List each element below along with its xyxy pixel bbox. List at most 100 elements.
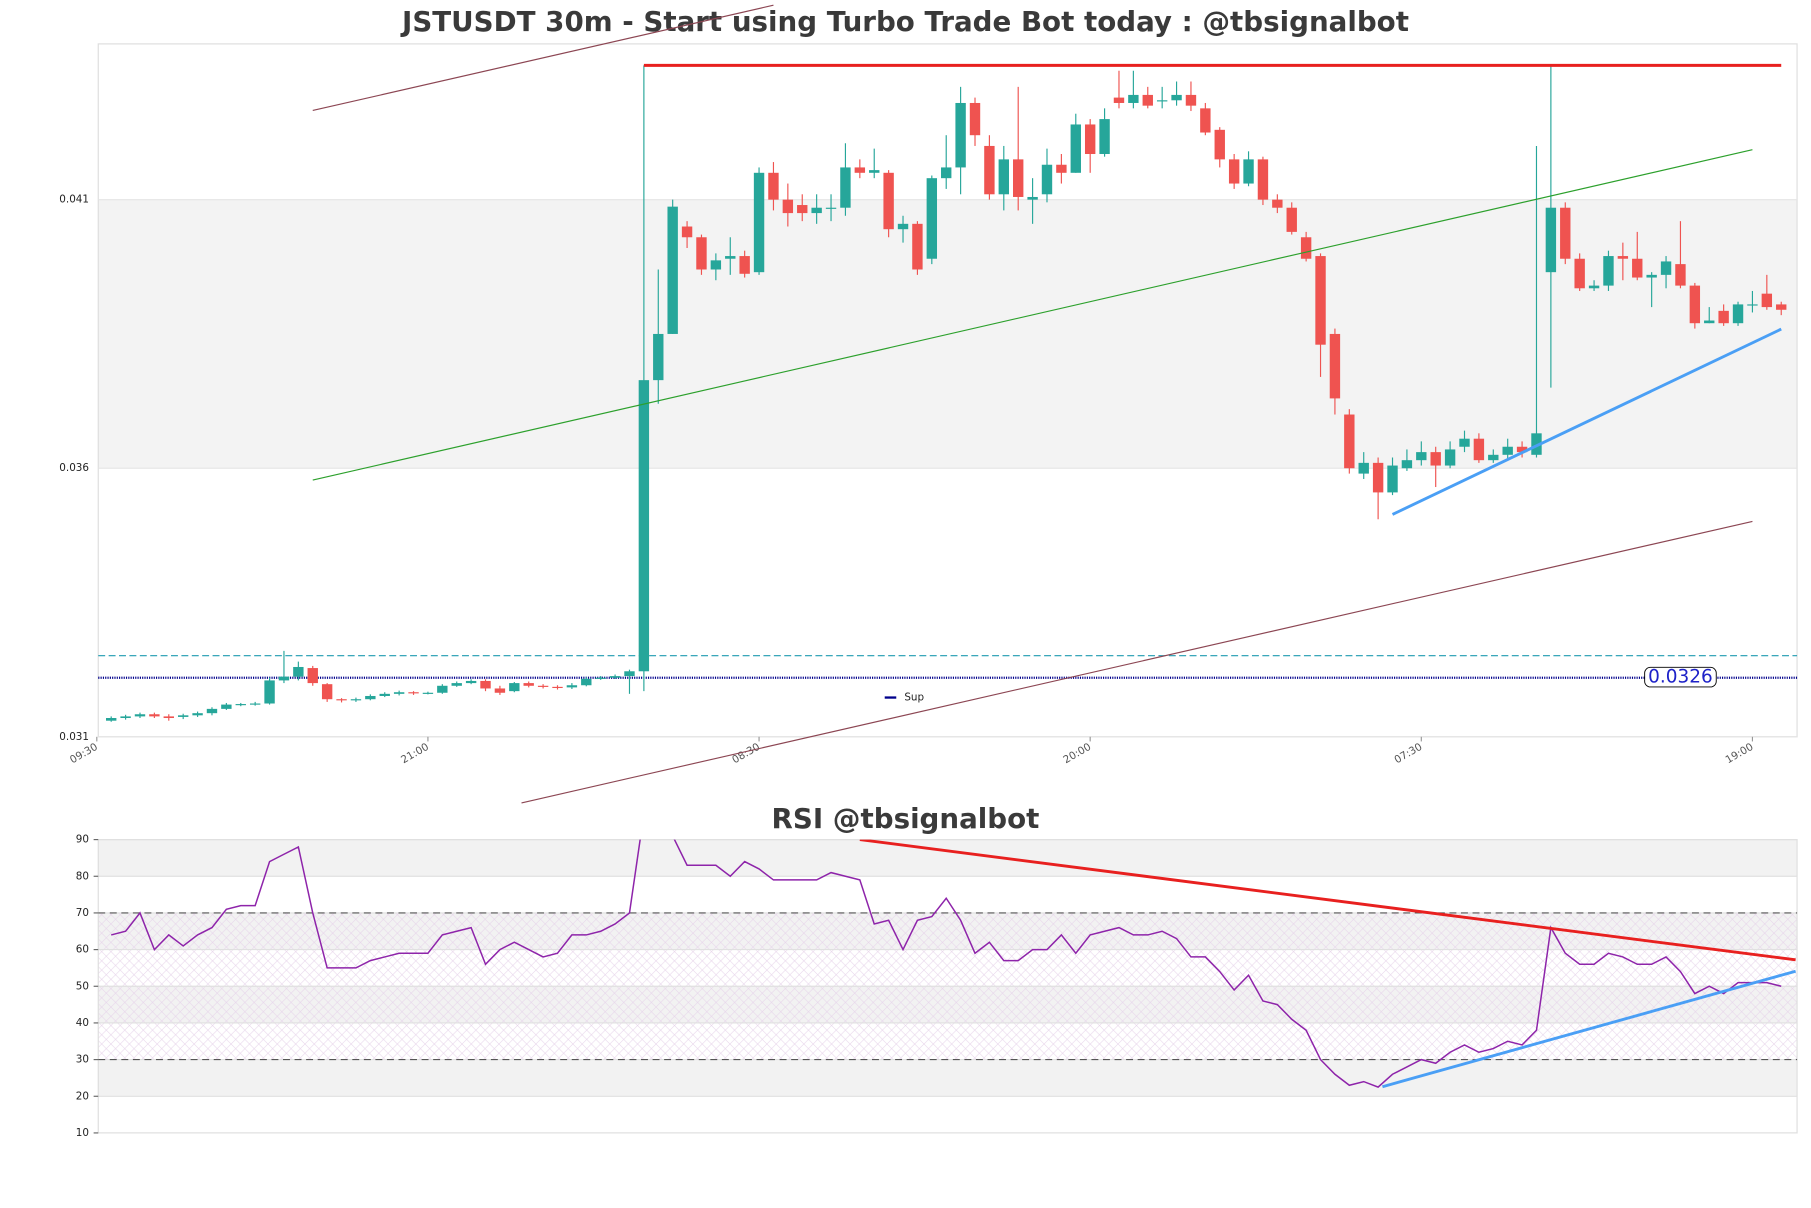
y-tick-label: 30 bbox=[76, 1054, 89, 1066]
candle-body bbox=[1257, 159, 1269, 200]
candle-body bbox=[782, 199, 794, 214]
candle-body bbox=[984, 145, 995, 195]
gray-band bbox=[98, 1059, 1798, 1097]
candle-body bbox=[1617, 256, 1629, 259]
candle-body bbox=[1214, 129, 1225, 160]
candle-body bbox=[106, 718, 117, 721]
candle-body bbox=[163, 716, 174, 719]
annotation: 0.0326 bbox=[1648, 667, 1713, 688]
candle-body bbox=[1444, 449, 1456, 466]
candle-body bbox=[1574, 258, 1585, 289]
y-tick-label: 0.036 bbox=[59, 462, 89, 474]
candle-body bbox=[149, 714, 160, 717]
candle-body bbox=[1488, 454, 1499, 461]
trend-line bbox=[312, 4, 774, 112]
candle-body bbox=[1430, 452, 1441, 466]
candle-body bbox=[811, 207, 822, 214]
y-tick-label: 20 bbox=[76, 1090, 89, 1102]
candle-body bbox=[797, 205, 808, 214]
candle-body bbox=[321, 684, 333, 700]
candle-body bbox=[177, 715, 189, 717]
candle-body bbox=[883, 172, 894, 230]
candle-body bbox=[494, 688, 506, 693]
candle-body bbox=[307, 668, 318, 684]
candle-body bbox=[1704, 320, 1715, 324]
y-tick-label: 10 bbox=[76, 1127, 89, 1139]
candle-body bbox=[681, 226, 693, 238]
candle-body bbox=[1459, 438, 1470, 447]
candle-body bbox=[509, 683, 520, 692]
candle-body bbox=[1473, 438, 1485, 461]
candle-body bbox=[768, 172, 779, 200]
candle-body bbox=[1387, 465, 1398, 493]
candle-body bbox=[912, 223, 923, 270]
candle-body bbox=[955, 102, 966, 168]
candle-body bbox=[854, 167, 866, 173]
candle-body bbox=[235, 704, 246, 706]
candle-body bbox=[825, 207, 837, 209]
candle-body bbox=[480, 680, 491, 689]
candle-body bbox=[552, 686, 563, 689]
candle-body bbox=[638, 380, 650, 672]
candle-body bbox=[1128, 94, 1139, 103]
candle-body bbox=[696, 237, 707, 270]
y-tick-label: 60 bbox=[76, 944, 89, 956]
candle-body bbox=[869, 170, 880, 173]
candle-body bbox=[1416, 452, 1427, 461]
candle-body bbox=[523, 683, 534, 686]
candle-body bbox=[278, 676, 290, 681]
candle-body bbox=[120, 716, 131, 719]
candle-body bbox=[1675, 264, 1686, 286]
candle-body bbox=[667, 206, 678, 334]
candle-body bbox=[393, 692, 405, 694]
candle-body bbox=[1329, 333, 1341, 399]
candle-body bbox=[1646, 274, 1657, 278]
candle-body bbox=[1372, 462, 1384, 493]
candle-body bbox=[1761, 293, 1773, 308]
candle-body bbox=[1344, 414, 1355, 469]
candle-body bbox=[1560, 207, 1571, 259]
candle-body bbox=[1056, 164, 1067, 173]
candle-body bbox=[897, 223, 909, 230]
candle-body bbox=[192, 713, 203, 716]
candle-body bbox=[1286, 207, 1297, 232]
candle-body bbox=[710, 260, 722, 270]
trend-line bbox=[521, 520, 1753, 804]
candle-body bbox=[408, 692, 419, 694]
plot-background bbox=[98, 839, 1798, 1097]
candle-body bbox=[941, 167, 952, 179]
candle-body bbox=[1689, 285, 1701, 324]
candle-body bbox=[998, 159, 1009, 195]
candle-body bbox=[365, 695, 376, 700]
trend-line bbox=[312, 149, 1753, 481]
candle-body bbox=[1300, 237, 1312, 259]
candle-body bbox=[1171, 94, 1182, 101]
candle-body bbox=[1200, 108, 1211, 133]
x-tick-label: 21:00 bbox=[399, 741, 431, 766]
candle-body bbox=[1099, 119, 1110, 155]
candle-body bbox=[437, 685, 448, 693]
candle-body bbox=[1041, 164, 1053, 195]
candle-body bbox=[537, 685, 549, 687]
y-tick-label: 50 bbox=[76, 980, 89, 992]
candle-body bbox=[609, 676, 621, 678]
candle-body bbox=[1228, 159, 1240, 184]
candle-body bbox=[264, 680, 275, 704]
y-tick-label: 70 bbox=[76, 907, 89, 919]
trend-line bbox=[1391, 327, 1782, 516]
rsi-title: RSI @tbsignalbot bbox=[772, 802, 1040, 835]
y-tick-label: 80 bbox=[76, 870, 89, 882]
trend-line bbox=[1382, 969, 1797, 1089]
candle-body bbox=[1747, 304, 1758, 306]
candle-body bbox=[1358, 462, 1369, 474]
trend-line bbox=[859, 839, 1796, 962]
candle-body bbox=[1070, 124, 1081, 173]
candle-body bbox=[926, 178, 938, 259]
x-tick-label: 07:30 bbox=[1392, 741, 1424, 766]
x-tick-label: 20:00 bbox=[1061, 741, 1093, 766]
x-tick-label: 09:30 bbox=[68, 741, 100, 766]
chart-title: JSTUSDT 30m - Start using Turbo Trade Bo… bbox=[400, 5, 1409, 38]
candle-body bbox=[653, 333, 664, 381]
candle-body bbox=[624, 671, 635, 677]
